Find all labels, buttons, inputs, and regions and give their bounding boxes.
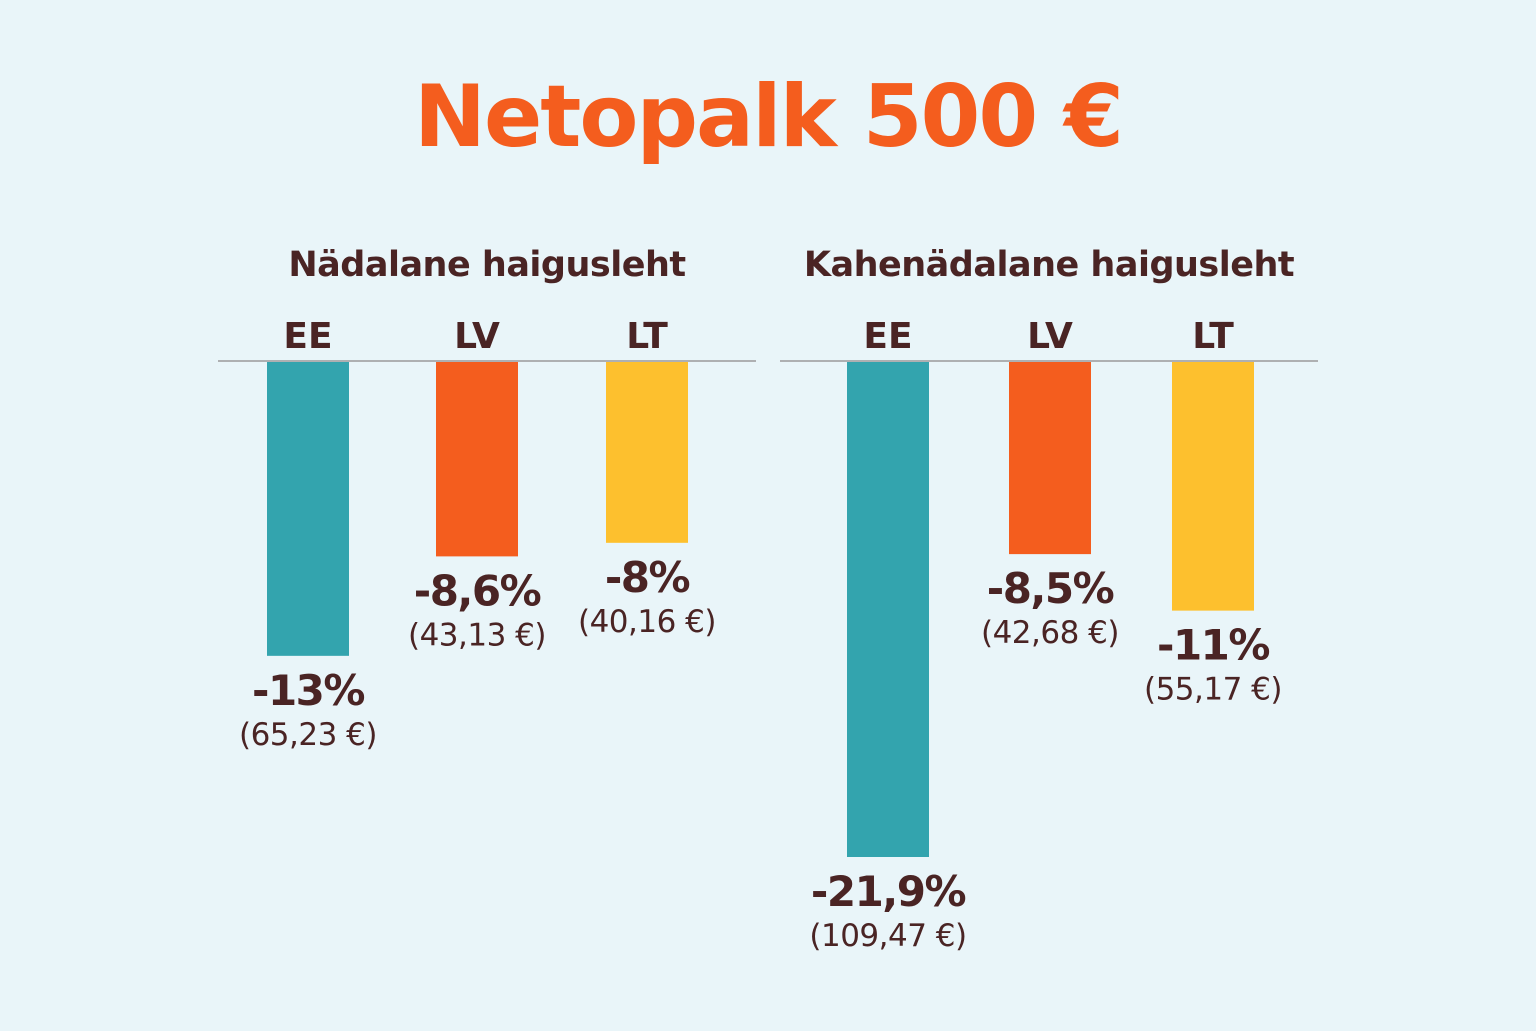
percent-label: -13% [252,666,364,715]
bar-lv [436,362,518,557]
bar-lt [606,362,688,543]
category-label: LV [1027,316,1073,357]
amount-label: (43,13 €) [408,617,546,653]
amount-label: (42,68 €) [981,615,1119,651]
chart-title: Kahenädalane haigusleht [804,245,1294,285]
category-label: LV [454,316,500,357]
chart-title: Nädalane haigusleht [288,245,685,285]
percent-label: -21,9% [811,867,966,916]
page-title: Netopalk 500 € [414,67,1124,167]
amount-label: (40,16 €) [578,604,716,640]
bar-ee [267,362,349,656]
percent-label: -8% [605,553,690,602]
percent-label: -8,6% [414,566,541,615]
category-label: LT [1192,316,1234,357]
bar-lv [1009,362,1091,555]
amount-label: (65,23 €) [239,717,377,753]
bar-lt [1172,362,1254,611]
percent-label: -8,5% [987,564,1114,613]
category-label: EE [863,316,912,357]
percent-label: -11% [1157,621,1269,670]
category-label: EE [283,316,332,357]
category-label: LT [626,316,668,357]
amount-label: (55,17 €) [1144,672,1282,708]
bar-ee [847,362,929,857]
amount-label: (109,47 €) [809,918,966,954]
